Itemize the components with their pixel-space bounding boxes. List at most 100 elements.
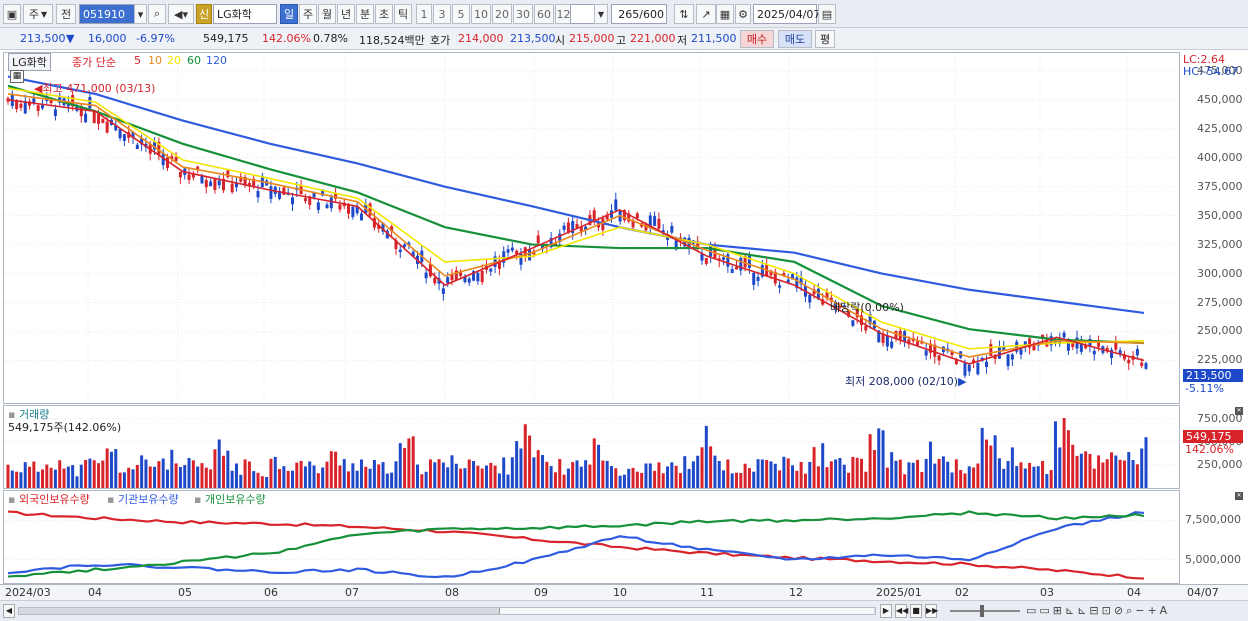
stop-icon[interactable]: ■ bbox=[910, 604, 922, 618]
volume-bar bbox=[58, 460, 62, 488]
grid-icon[interactable]: ▦ bbox=[10, 70, 24, 83]
volume-bar bbox=[1122, 460, 1126, 488]
volume-bar bbox=[950, 472, 954, 488]
volume-bar bbox=[178, 466, 182, 488]
draw-icon[interactable]: ↗ bbox=[696, 4, 716, 24]
candle-body bbox=[321, 189, 325, 196]
volume-bar bbox=[144, 459, 148, 488]
volume-pane[interactable]: ▪ 거래량 549,175주(142.06%) bbox=[3, 405, 1180, 489]
candle-body bbox=[885, 335, 889, 347]
candle-body bbox=[247, 182, 251, 187]
minute-button-5[interactable]: 5 bbox=[452, 4, 470, 24]
period-button-2[interactable]: 월 bbox=[318, 4, 336, 24]
candle-body bbox=[338, 204, 342, 210]
candle-body bbox=[454, 270, 458, 280]
period-button-3[interactable]: 년 bbox=[337, 4, 355, 24]
minute-button-60[interactable]: 60 bbox=[534, 4, 554, 24]
candle-body bbox=[1127, 359, 1131, 364]
candle-body bbox=[403, 244, 407, 247]
window-icon[interactable]: ▣ bbox=[3, 4, 21, 24]
trade-amount: 118,524백만 bbox=[359, 34, 425, 47]
high-note-text: 최고 471,000 (03/13) bbox=[42, 82, 156, 95]
stock-name-field[interactable]: LG화학 bbox=[213, 4, 277, 24]
scroll-thumb[interactable] bbox=[499, 608, 874, 614]
search-icon[interactable]: ⌕ bbox=[148, 4, 166, 24]
candle-body bbox=[217, 180, 221, 186]
volume-bar bbox=[428, 459, 432, 488]
period-button-0[interactable]: 일 bbox=[280, 4, 298, 24]
volume-bar bbox=[851, 456, 855, 488]
candle-body bbox=[549, 237, 553, 248]
save-icon[interactable]: ▦ bbox=[716, 4, 734, 24]
volume-bar bbox=[459, 468, 463, 488]
period-button-6[interactable]: 틱 bbox=[394, 4, 412, 24]
count-value: 265 bbox=[618, 7, 640, 21]
pane-close-icon[interactable]: ✕ bbox=[1235, 407, 1243, 415]
volume-bar bbox=[28, 466, 32, 488]
minute-button-20[interactable]: 20 bbox=[492, 4, 512, 24]
minute-button-1[interactable]: 1 bbox=[416, 4, 432, 24]
candle-body bbox=[1028, 338, 1032, 348]
custom-minute-dropdown-icon[interactable]: ▼ bbox=[594, 4, 608, 24]
chart-tool-icons[interactable]: ▭▭⊞⊾⊾⊟⊡⊘⌕−+A bbox=[1026, 604, 1171, 617]
scroll-left-icon[interactable]: ◀ bbox=[3, 604, 15, 618]
chevron-down-icon: ▼ bbox=[40, 9, 48, 19]
play-icon[interactable]: ▶▶ bbox=[925, 604, 938, 618]
volume-bar bbox=[273, 456, 277, 488]
period-button-5[interactable]: 초 bbox=[375, 4, 393, 24]
candle-body bbox=[101, 118, 105, 123]
holdings-legend-label: 외국인보유수량 bbox=[18, 493, 90, 506]
count-field[interactable]: 265/600 bbox=[611, 4, 667, 24]
candle-body bbox=[234, 183, 238, 188]
candle-body bbox=[291, 197, 294, 205]
volume-tick-2: 250,000 bbox=[1197, 457, 1243, 471]
zoom-slider[interactable] bbox=[950, 605, 1020, 617]
average-button[interactable]: 평 bbox=[815, 30, 835, 48]
candle-body bbox=[510, 247, 514, 251]
buy-button[interactable]: 매수 bbox=[740, 30, 774, 48]
date-field[interactable]: 2025/04/07 bbox=[753, 4, 820, 24]
volume-bar bbox=[97, 463, 101, 488]
holdings-close-icon[interactable]: ✕ bbox=[1235, 492, 1243, 500]
volume-bar bbox=[316, 473, 320, 488]
sell-button[interactable]: 매도 bbox=[778, 30, 812, 48]
minute-button-30[interactable]: 30 bbox=[513, 4, 533, 24]
minute-button-3[interactable]: 3 bbox=[433, 4, 451, 24]
volume-bar bbox=[739, 473, 743, 488]
code-dropdown-icon[interactable]: ▾ bbox=[134, 4, 147, 24]
volume-bar bbox=[674, 465, 678, 488]
volume-bar bbox=[321, 467, 325, 488]
volume-bar bbox=[963, 473, 967, 488]
speaker-icon[interactable]: ◀▾ bbox=[168, 4, 194, 24]
candle-body bbox=[536, 235, 540, 244]
candle-body bbox=[881, 333, 885, 344]
period-button-1[interactable]: 주 bbox=[299, 4, 317, 24]
prev-button[interactable]: 전 bbox=[56, 4, 76, 24]
volume-bar bbox=[1032, 466, 1036, 488]
volume-bar bbox=[1092, 468, 1096, 488]
price-pane[interactable]: LG화학 종가 단순 5 10 20 60 120 ▦ ◀최고 471,000 (03/… bbox=[3, 52, 1180, 404]
scroll-right-icon[interactable]: ▶ bbox=[880, 604, 892, 618]
candle-body bbox=[778, 285, 782, 288]
gear-icon[interactable]: ⚙ bbox=[735, 4, 751, 24]
period-select[interactable]: 주 ▼ bbox=[23, 4, 53, 24]
candle-body bbox=[851, 320, 855, 326]
candle-body bbox=[730, 269, 734, 273]
minute-button-10[interactable]: 10 bbox=[471, 4, 491, 24]
rewind-icon[interactable]: ◀◀ bbox=[895, 604, 908, 618]
period-button-4[interactable]: 분 bbox=[356, 4, 374, 24]
calendar-icon[interactable]: ▤ bbox=[818, 4, 836, 24]
volume-bar bbox=[825, 467, 829, 488]
volume-bar bbox=[808, 461, 812, 488]
code-input[interactable]: 051910 bbox=[79, 4, 135, 24]
candle-body bbox=[782, 273, 786, 277]
candle-icon[interactable]: ⇅ bbox=[674, 4, 694, 24]
volume-bar bbox=[515, 441, 519, 488]
candle-body bbox=[791, 274, 795, 280]
holdings-pane[interactable]: ▪ 외국인보유수량 ▪ 기관보유수량 ▪ 개인보유수량 bbox=[3, 490, 1180, 584]
zoom-slider-handle[interactable] bbox=[980, 605, 984, 617]
scroll-track[interactable] bbox=[18, 607, 876, 615]
volume-bar bbox=[920, 472, 924, 488]
volume-bar bbox=[1006, 460, 1010, 488]
candle-body bbox=[519, 253, 523, 265]
